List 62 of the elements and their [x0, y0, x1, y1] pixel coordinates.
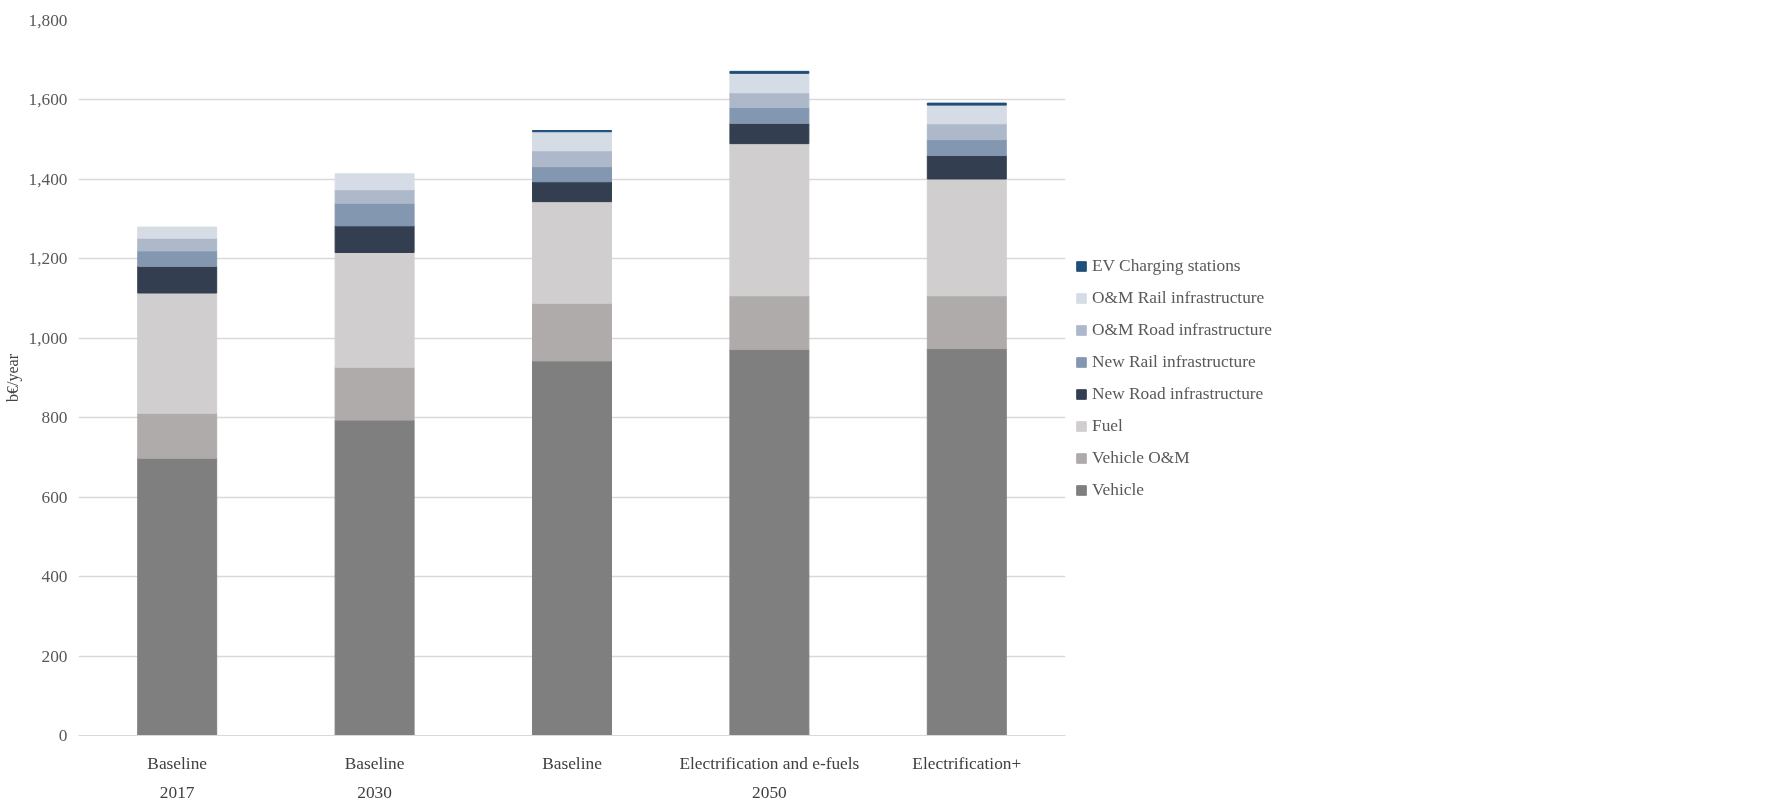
legend-label: New Road infrastructure	[1092, 383, 1264, 404]
bar	[334, 189, 415, 204]
bar	[137, 292, 218, 414]
bar	[729, 92, 810, 108]
x-tick-label: Electrification+	[912, 753, 1022, 773]
bar	[532, 150, 612, 168]
x-tick-label: Baseline	[344, 753, 405, 773]
bar	[926, 295, 1007, 350]
bar	[137, 250, 218, 267]
bar	[137, 412, 218, 459]
bar	[137, 226, 218, 239]
bar	[926, 178, 1007, 297]
legend-label: Fuel	[1092, 415, 1123, 436]
bar	[729, 122, 810, 145]
bar	[729, 72, 810, 94]
legend-label: Vehicle O&M	[1092, 447, 1190, 468]
x-tick-label: Electrification and e-fuels	[679, 753, 860, 773]
bar	[532, 302, 612, 362]
bar	[926, 104, 1007, 125]
bar	[532, 201, 612, 304]
y-tick-label: 1,200	[28, 249, 68, 269]
bar	[926, 348, 1007, 736]
bar	[926, 155, 1007, 180]
y-tick-label: 1,000	[28, 328, 68, 348]
y-tick-label: 0	[58, 726, 68, 745]
bar	[532, 166, 612, 183]
bar	[334, 419, 415, 736]
bar	[729, 106, 810, 124]
legend-label: Vehicle	[1092, 479, 1144, 500]
legend-label: O&M Road infrastructure	[1092, 319, 1272, 340]
y-tick-label: 200	[41, 646, 68, 666]
y-tick-label: 1,400	[28, 169, 68, 189]
bar	[137, 237, 218, 252]
bar	[926, 123, 1007, 141]
bar	[729, 143, 810, 297]
bar	[334, 173, 415, 191]
x-tick-label: Baseline	[147, 753, 208, 773]
bar	[334, 366, 415, 421]
bar	[729, 295, 810, 350]
y-tick-label: 600	[41, 487, 68, 507]
bar	[137, 457, 218, 736]
y-tick-label: 1,600	[28, 90, 68, 110]
text: 2030	[357, 782, 392, 802]
y-tick-label: 800	[41, 408, 68, 428]
bar	[532, 181, 612, 203]
legend-label: New Rail infrastructure	[1092, 351, 1256, 372]
text: 2050	[752, 782, 787, 802]
y-tick-label: 1,800	[28, 11, 68, 30]
text: 2017	[159, 782, 195, 802]
bar	[334, 202, 415, 227]
bar	[137, 265, 218, 294]
bar	[334, 251, 415, 368]
bar	[532, 131, 612, 152]
bar	[926, 139, 1007, 157]
legend-label: O&M Rail infrastructure	[1092, 287, 1265, 308]
bar	[532, 360, 612, 736]
legend-label: EV Charging stations	[1092, 255, 1241, 276]
bar	[334, 225, 415, 253]
x-tick-label: Baseline	[542, 753, 603, 773]
y-tick-label: 400	[41, 567, 68, 587]
bar	[729, 348, 810, 736]
y-axis-title: b€/year	[3, 353, 22, 402]
